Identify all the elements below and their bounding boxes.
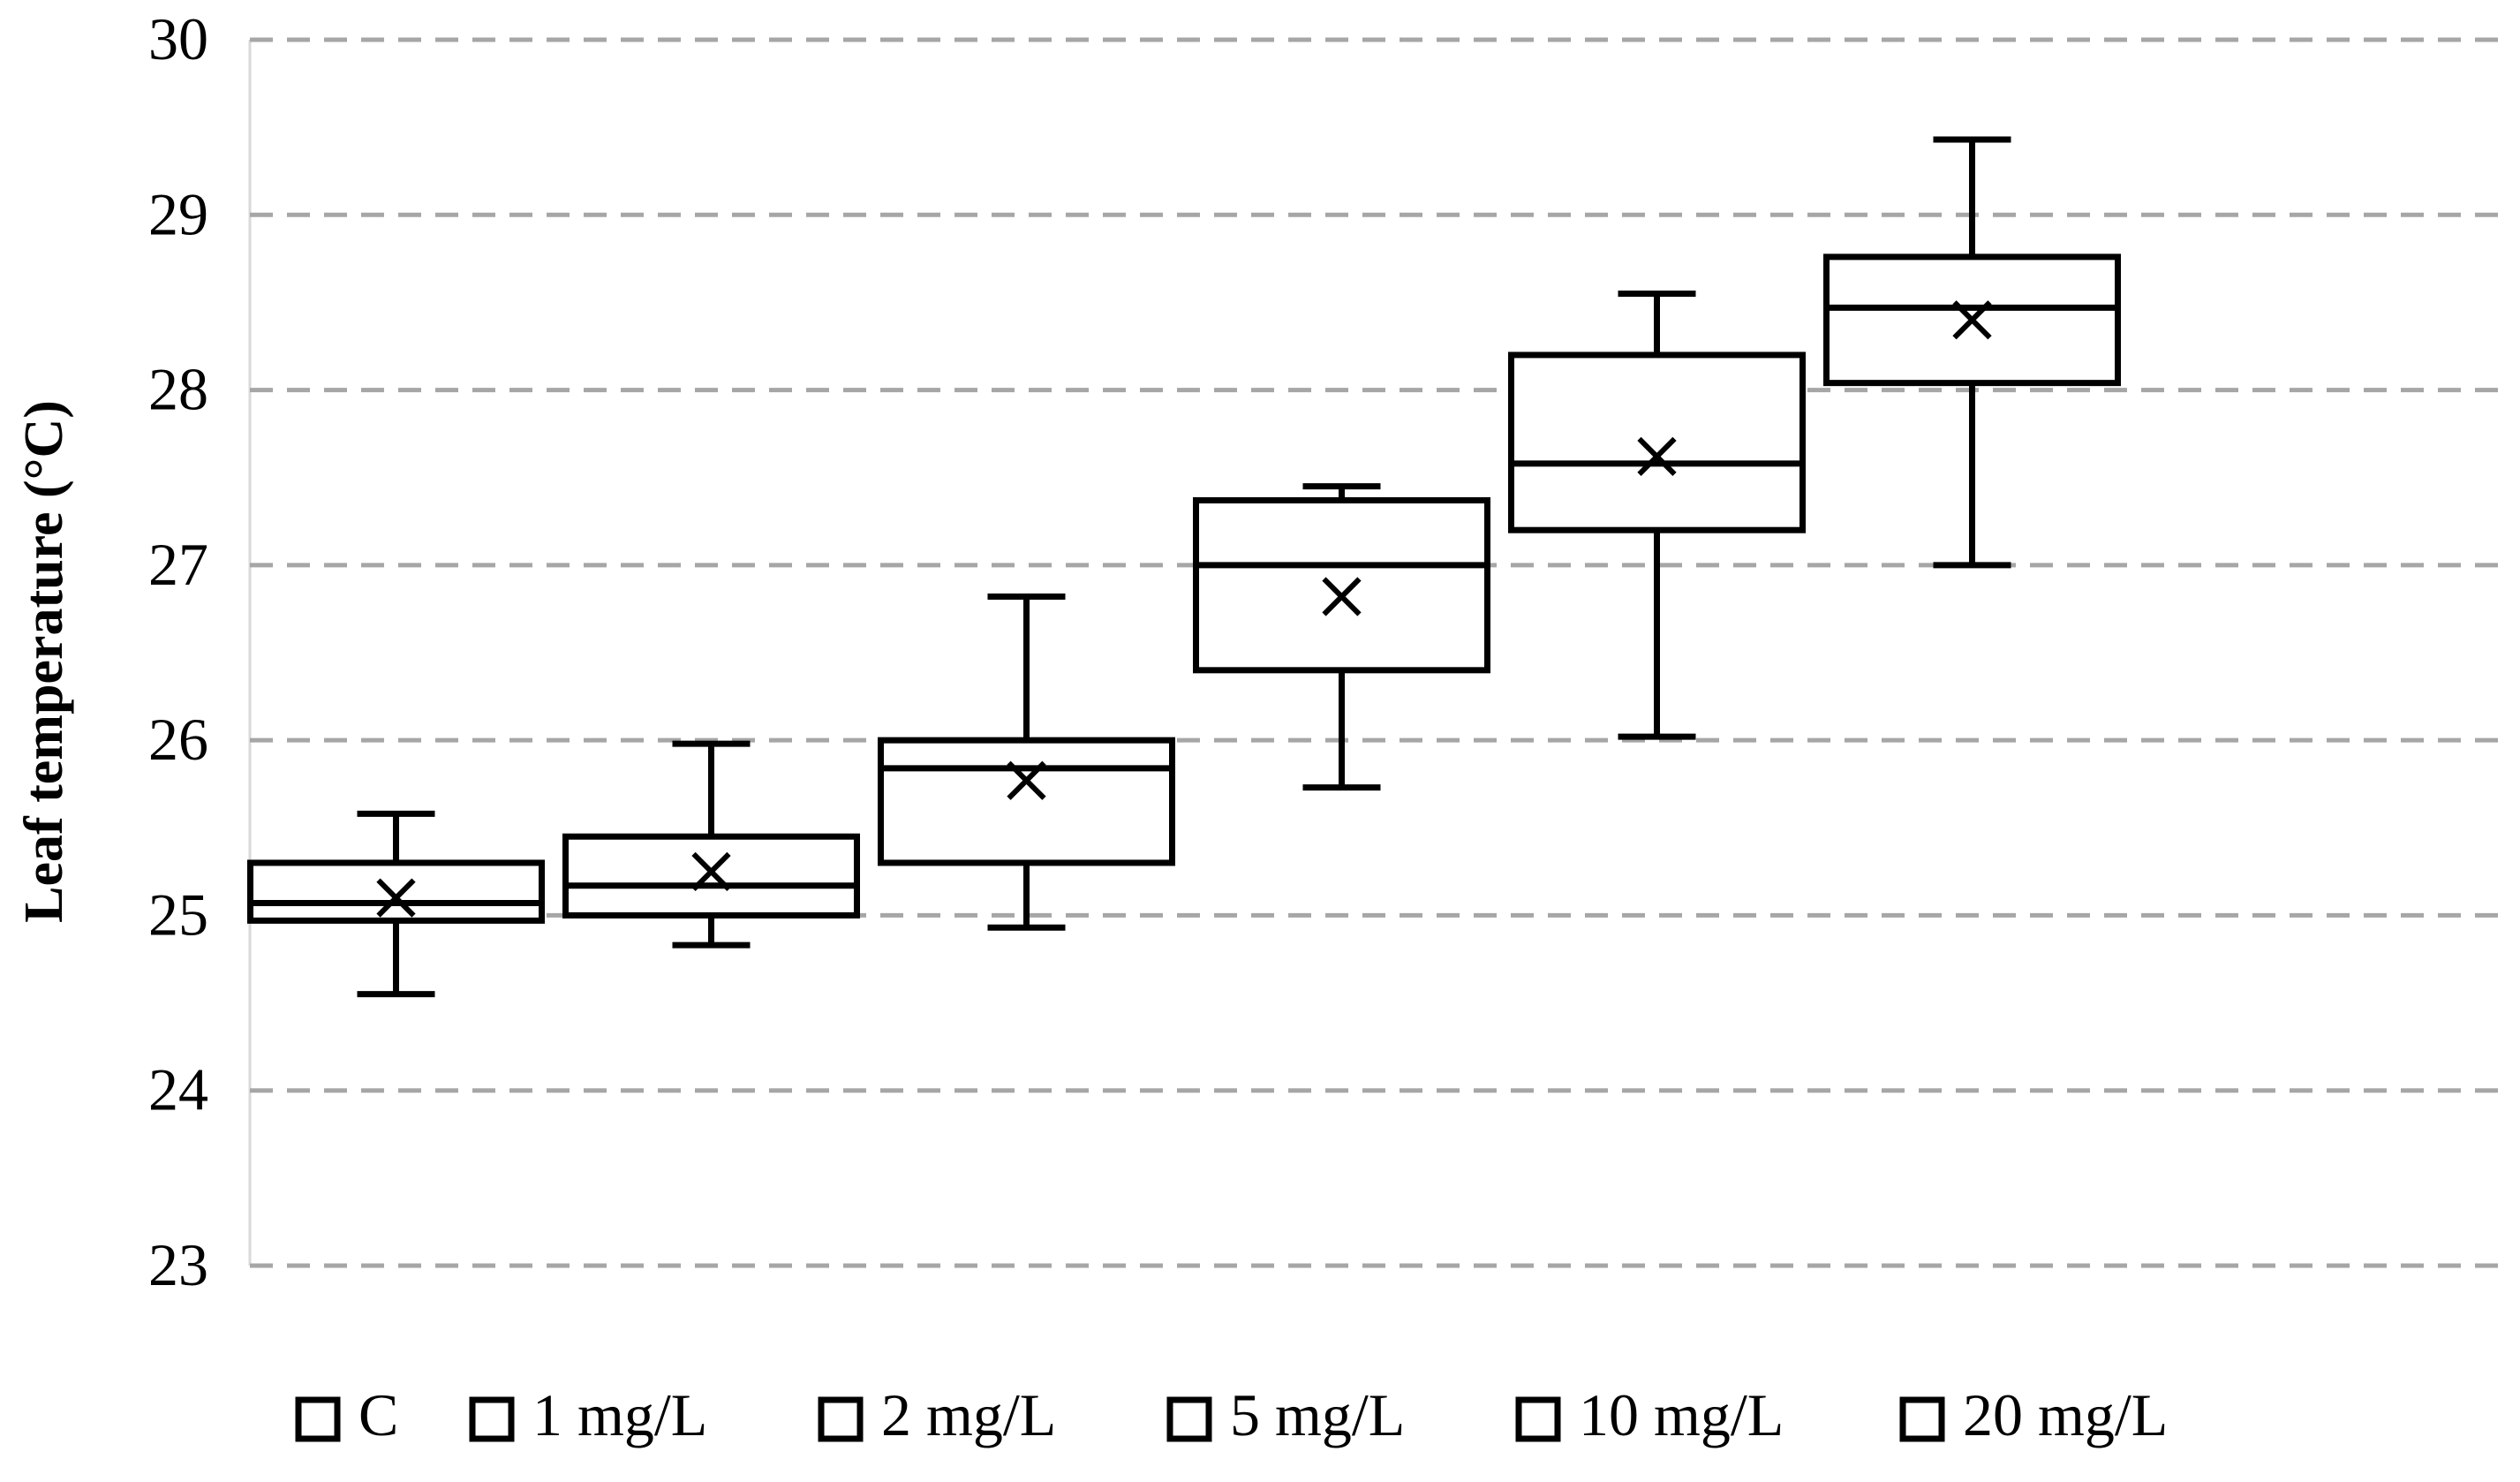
box-1-mean-marker-b: [691, 851, 731, 891]
legend-swatch-1: [469, 1396, 515, 1442]
y-tick-label-28: 28: [148, 356, 208, 423]
y-tick-label-26: 26: [148, 706, 208, 773]
legend-label-3: 5 mg/L: [1230, 1381, 1405, 1448]
y-tick-label-29: 29: [148, 180, 208, 247]
box-4-mean-marker-b: [1637, 436, 1677, 477]
box-1-iqr-box: [562, 833, 860, 919]
legend-swatch-5: [1899, 1396, 1945, 1442]
box-0-mean-marker-b: [376, 878, 416, 918]
y-tick-label-24: 24: [148, 1056, 208, 1123]
legend-swatch-3: [1166, 1396, 1212, 1442]
box-2-iqr-box: [878, 737, 1175, 866]
box-0-iqr-box: [247, 859, 545, 924]
y-axis-title: Leaf temperature (°C): [14, 400, 74, 923]
y-tick-label-30: 30: [148, 5, 208, 72]
box-5-mean-marker-b: [1952, 300, 1992, 340]
box-3-mean-marker-b: [1322, 577, 1362, 616]
box-2-mean-marker-b: [1007, 760, 1046, 800]
legend-label-4: 10 mg/L: [1579, 1381, 1784, 1448]
box-3-iqr-box: [1193, 496, 1490, 674]
legend-swatch-2: [818, 1396, 864, 1442]
legend-swatch-0: [295, 1396, 341, 1442]
legend-label-5: 20 mg/L: [1963, 1381, 2168, 1448]
legend-label-2: 2 mg/L: [881, 1381, 1056, 1448]
y-tick-label-27: 27: [148, 531, 208, 598]
legend-swatch-4: [1515, 1396, 1561, 1442]
box-4-iqr-box: [1508, 352, 1806, 533]
y-tick-label-23: 23: [148, 1231, 208, 1298]
legend-label-0: C: [358, 1381, 398, 1448]
legend-label-1: 1 mg/L: [532, 1381, 707, 1448]
y-tick-label-25: 25: [148, 881, 208, 948]
